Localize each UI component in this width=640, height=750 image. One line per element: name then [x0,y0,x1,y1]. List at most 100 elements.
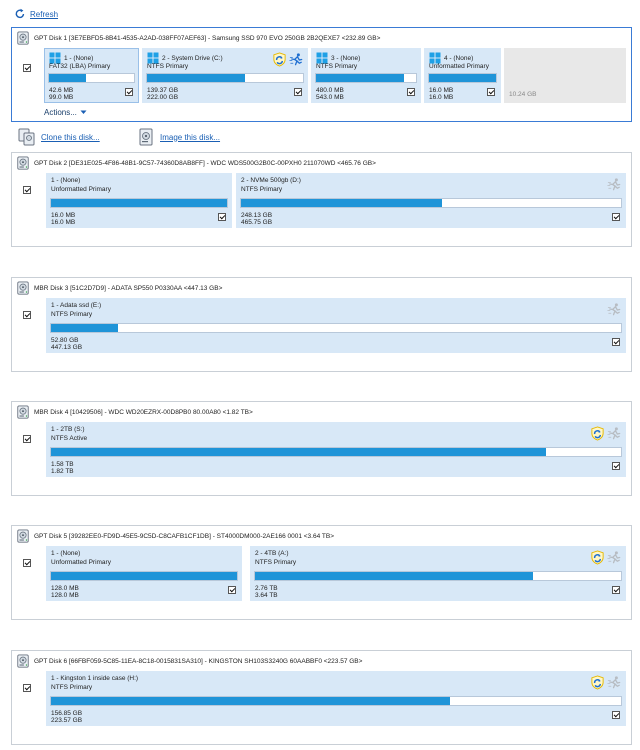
partition-checkbox[interactable] [228,586,236,594]
used-size: 480.0 MB [316,87,344,94]
partition-name: 1 - (None) [51,177,81,184]
disk-checkbox[interactable] [23,64,31,72]
partition-checkbox[interactable] [612,462,620,470]
usage-bar [240,198,622,208]
actions-label: Actions... [44,108,77,117]
partition-2[interactable]: 2 - NVMe 500gb (D:) NTFS Primary 248.13 … [236,173,626,228]
disk-header: GPT Disk 5 [39282EE0-FD9D-45E5-9C5D-C8CA… [16,529,334,543]
total-size: 128.0 MB [51,592,79,599]
hard-disk-icon [16,281,30,295]
usage-bar [315,73,417,83]
usage-bar [50,696,622,706]
partition-name: 1 - 2TB (S:) [51,426,85,433]
partition-1[interactable]: 1 - (None) Unformatted Primary 128.0 MB … [46,546,242,601]
disk-panel-6[interactable]: GPT Disk 6 [66FBF059-5C85-11EA-8C18-0015… [11,650,632,745]
active-partition-shield-icon [590,426,605,441]
total-size: 447.13 GB [51,344,83,351]
hard-disk-icon [16,654,30,668]
active-partition-shield-icon [590,675,605,690]
total-size: 3.64 TB [255,592,278,599]
partition-1[interactable]: 1 - Kingston 1 inside case (H:) NTFS Pri… [46,671,626,726]
partition-checkbox[interactable] [125,88,133,96]
total-size: 1.82 TB [51,468,74,475]
partition-checkbox[interactable] [612,338,620,346]
clone-disk-action[interactable]: Clone this disk... [18,127,100,147]
refresh-link[interactable]: Refresh [30,9,59,19]
used-size: 248.13 GB [241,212,273,219]
partition-1[interactable]: 1 - Adata ssd (E:) NTFS Primary 52.80 GB… [46,298,626,353]
partition-2[interactable]: 2 - 4TB (A:) NTFS Primary 2.76 TB 3.64 T… [250,546,626,601]
disk-title: GPT Disk 6 [66FBF059-5C85-11EA-8C18-0015… [34,657,363,665]
image-disk-action[interactable]: Image this disk... [137,127,220,147]
partition-1[interactable]: 1 - (None) FAT32 (LBA) Primary 42.6 MB 9… [44,48,139,103]
partition-checkbox[interactable] [612,711,620,719]
disk-header: MBR Disk 3 [51C2D7D9] - ADATA SP550 P033… [16,281,222,295]
partition-name: 1 - (None) [64,54,94,62]
partition-2[interactable]: 2 - System Drive (C:) NTFS Primary 139.3… [142,48,308,103]
partition-name: 1 - Adata ssd (E:) [51,302,102,309]
partition-type: FAT32 (LBA) Primary [49,63,111,70]
partition-3[interactable]: 3 - (None) NTFS Primary 480.0 MB 543.0 M… [311,48,421,103]
disk-checkbox[interactable] [23,684,31,692]
total-size: 543.0 MB [316,94,344,101]
disk-header: GPT Disk 2 [DE31E025-4F86-48B1-9C57-7436… [16,156,376,170]
partition-checkbox[interactable] [612,213,620,221]
partition-checkbox[interactable] [218,213,226,221]
disk-checkbox[interactable] [23,559,31,567]
disk-header: GPT Disk 6 [66FBF059-5C85-11EA-8C18-0015… [16,654,362,668]
partition-type: NTFS Primary [51,311,93,318]
partition-1[interactable]: 1 - 2TB (S:) NTFS Active 1.58 TB 1.82 TB [46,422,626,477]
disk-title: GPT Disk 2 [DE31E025-4F86-48B1-9C57-7436… [34,159,376,167]
actions-menu[interactable]: Actions... [44,108,87,117]
usage-fill [316,74,404,82]
partition-checkbox[interactable] [612,586,620,594]
disk-title: MBR Disk 4 [10429506] - WDC WD20EZRX-00D… [34,408,253,416]
disk-checkbox[interactable] [23,186,31,194]
running-man-icon [607,302,622,317]
used-size: 42.6 MB [49,87,74,94]
partition-type: NTFS Primary [147,63,189,70]
disk-panel-2[interactable]: GPT Disk 2 [DE31E025-4F86-48B1-9C57-7436… [11,152,632,247]
partition-name: 2 - 4TB (A:) [255,550,289,557]
running-man-icon [607,426,622,441]
partition-checkbox[interactable] [294,88,302,96]
partition-checkbox[interactable] [487,88,495,96]
used-size: 139.37 GB [147,87,179,94]
partition-type: Unformatted Primary [429,63,489,70]
usage-bar [50,447,622,457]
used-size: 128.0 MB [51,585,79,592]
hard-disk-icon [16,529,30,543]
partition-type: NTFS Primary [316,63,358,70]
running-man-icon [289,52,304,67]
hard-disk-icon [16,156,30,170]
used-size: 52.80 GB [51,337,79,344]
usage-fill [147,74,246,82]
total-size: 99.0 MB [49,94,74,101]
image-disk-link[interactable]: Image this disk... [160,132,221,142]
disk-panel-5[interactable]: GPT Disk 5 [39282EE0-FD9D-45E5-9C5D-C8CA… [11,525,632,620]
chevron-down-icon [80,110,87,114]
refresh-button[interactable]: Refresh [14,7,58,21]
usage-bar [50,323,622,333]
disk-header: GPT Disk 1 [3E7EBFD5-8B41-4535-A2AD-038F… [16,31,380,45]
disk-panel-4[interactable]: MBR Disk 4 [10429506] - WDC WD20EZRX-00D… [11,401,632,496]
disk-checkbox[interactable] [23,311,31,319]
used-size: 2.76 TB [255,585,278,592]
free-size: 10.24 GB [509,91,537,98]
total-size: 465.75 GB [241,219,273,226]
partition-type: Unformatted Primary [51,559,111,566]
partition-4[interactable]: 4 - (None) Unformatted Primary 16.0 MB 1… [424,48,501,103]
partition-name: 4 - (None) [444,54,474,62]
disk-checkbox[interactable] [23,435,31,443]
disk-panel-3[interactable]: MBR Disk 3 [51C2D7D9] - ADATA SP550 P033… [11,277,632,372]
used-size: 156.85 GB [51,710,83,717]
disk-panel-1[interactable]: GPT Disk 1 [3E7EBFD5-8B41-4535-A2AD-038F… [11,27,632,122]
usage-fill [255,572,534,580]
partition-name: 2 - System Drive (C:) [162,54,223,62]
partition-type: Unformatted Primary [51,186,111,193]
clone-disk-link[interactable]: Clone this disk... [41,132,100,142]
active-partition-shield-icon [272,52,287,67]
running-man-icon [607,550,622,565]
partition-checkbox[interactable] [407,88,415,96]
partition-1[interactable]: 1 - (None) Unformatted Primary 16.0 MB 1… [46,173,232,228]
